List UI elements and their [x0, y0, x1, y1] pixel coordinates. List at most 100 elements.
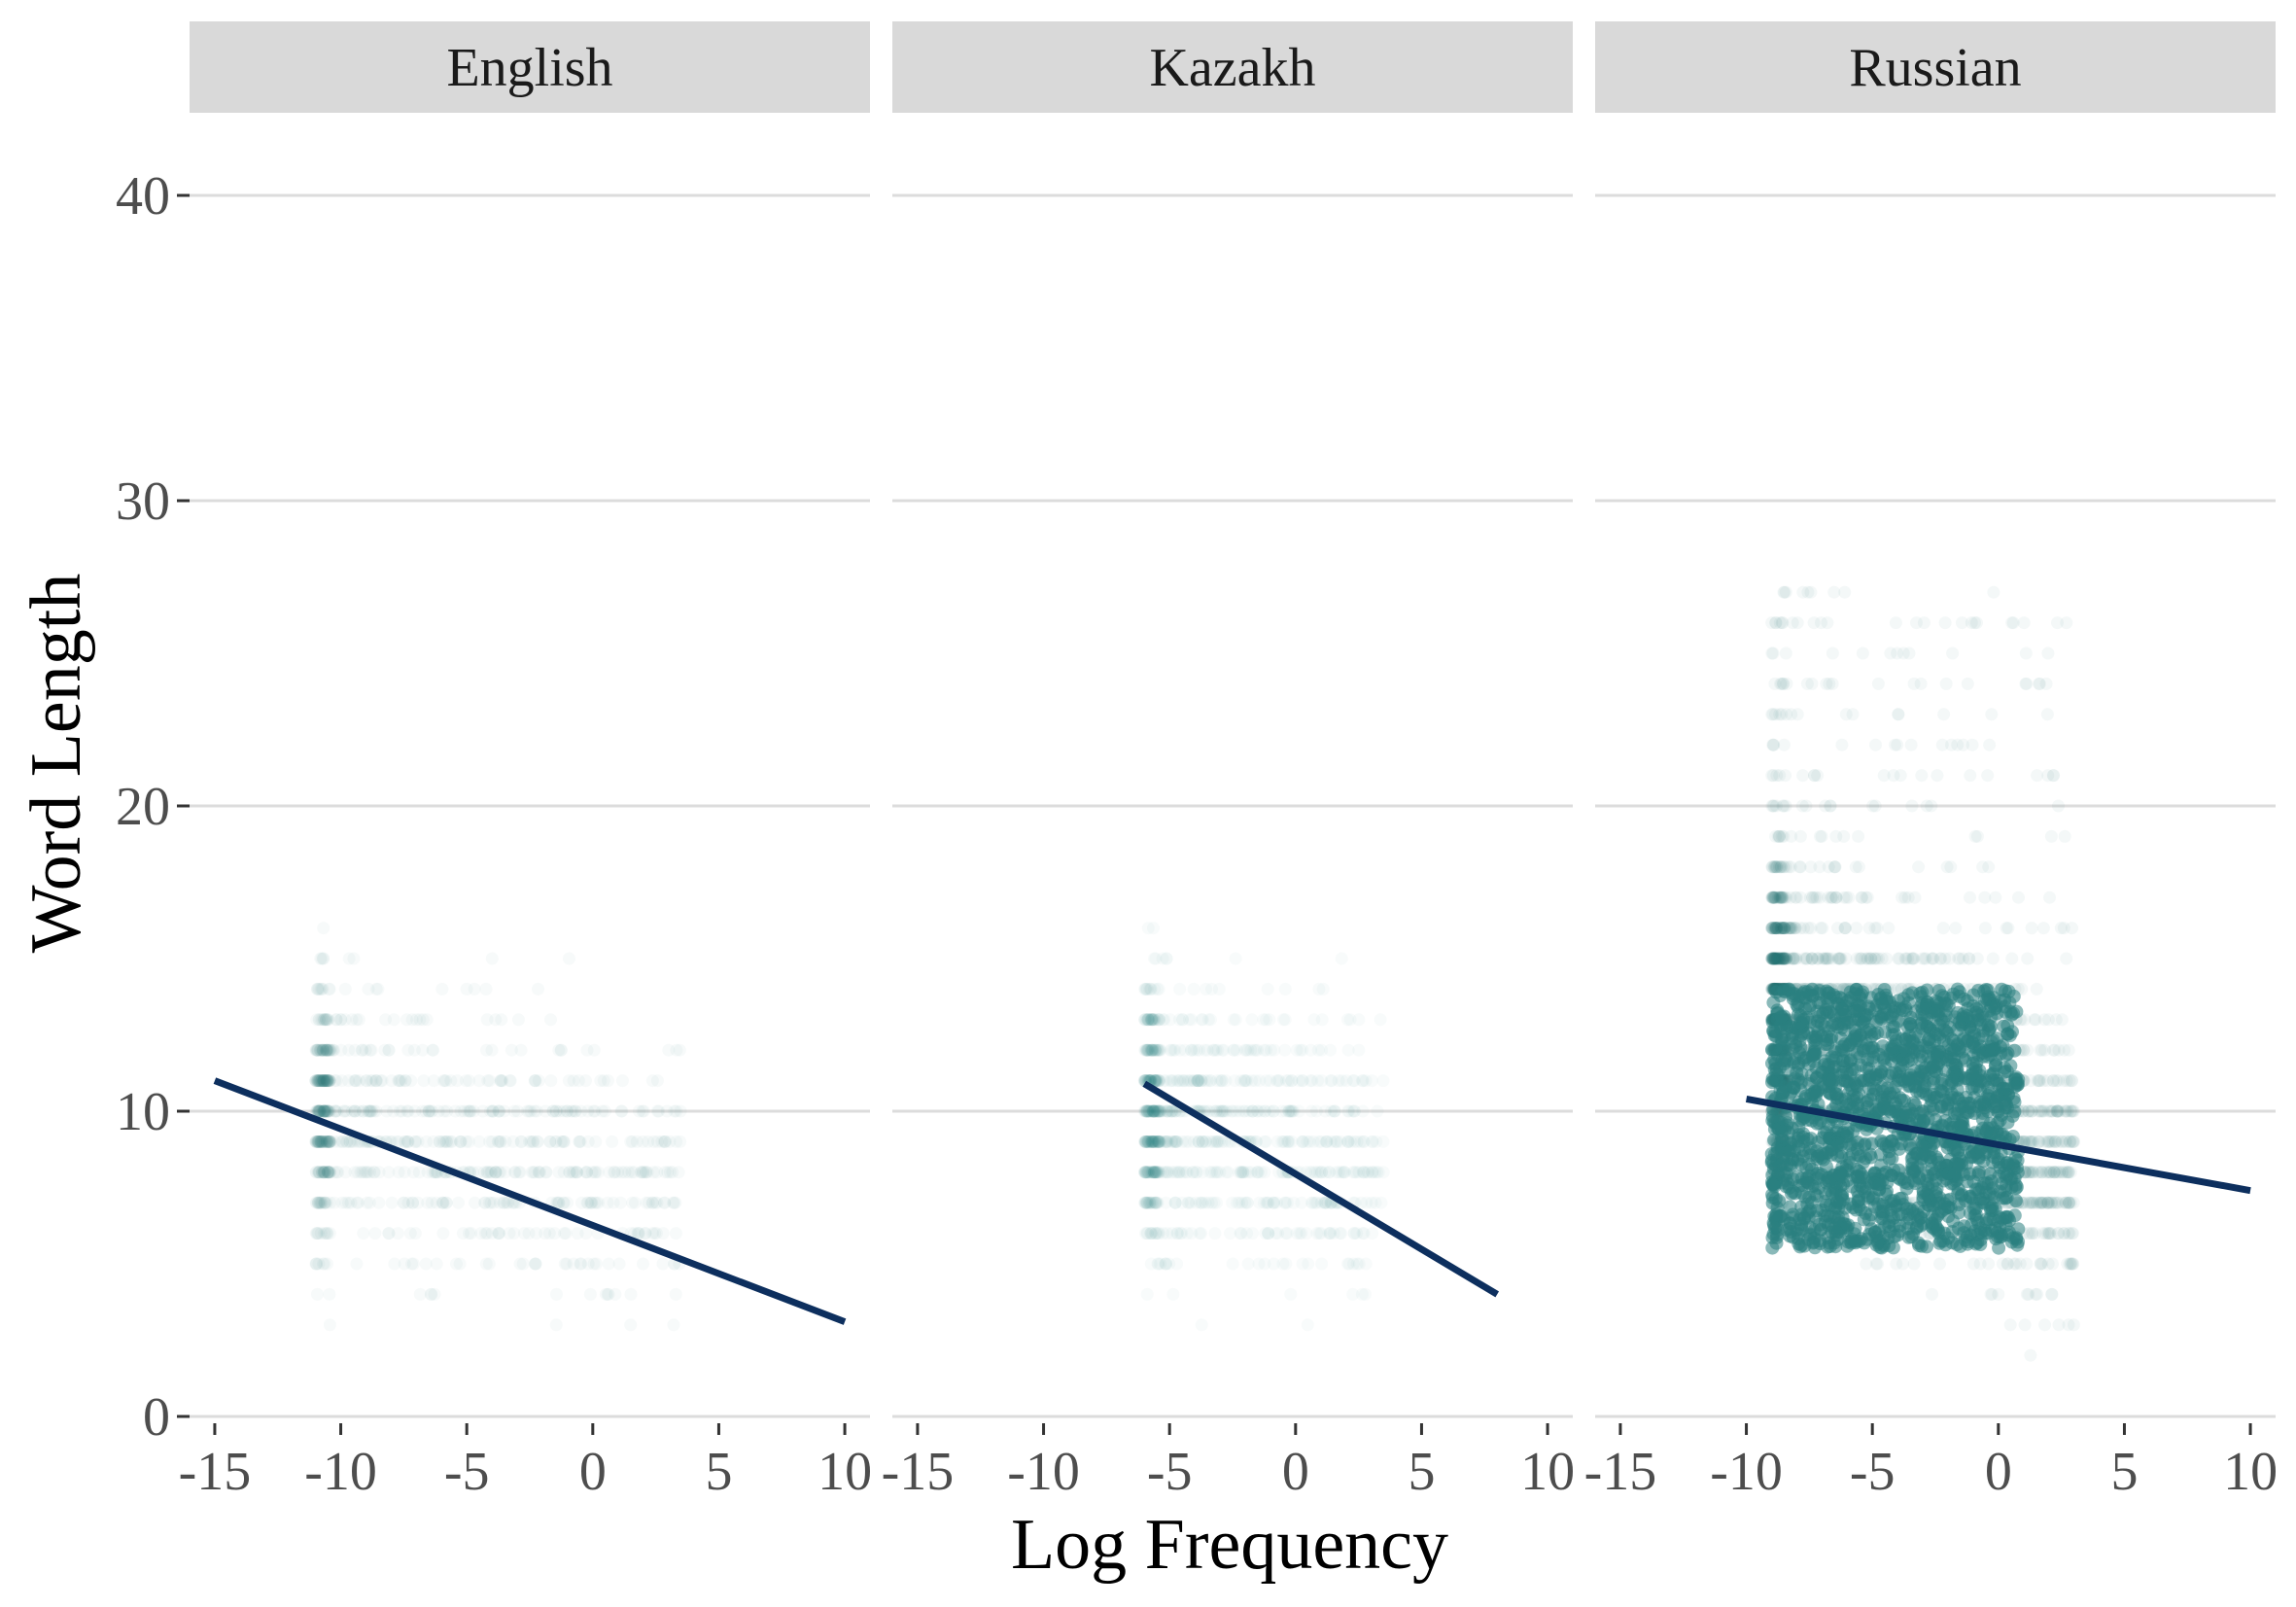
data-point [668, 1105, 680, 1118]
data-point [1777, 952, 1791, 965]
data-point [1765, 799, 1779, 813]
data-point [1986, 952, 2000, 965]
data-point [1242, 1258, 1255, 1271]
data-point [2059, 1166, 2071, 1179]
data-point [2026, 1227, 2039, 1240]
data-point [463, 1135, 475, 1148]
data-point [1774, 891, 1788, 904]
data-point [1810, 891, 1824, 904]
data-point [1259, 1166, 1271, 1178]
data-point [1965, 616, 1978, 630]
data-point [1366, 1197, 1378, 1209]
data-point [313, 983, 326, 996]
data-point [309, 1074, 322, 1087]
data-point [2041, 1257, 2055, 1271]
data-point [1766, 952, 1780, 965]
data-point [2059, 1196, 2072, 1209]
data-point [2022, 1104, 2035, 1118]
data-point [1305, 1197, 1318, 1209]
data-point [1766, 738, 1780, 751]
data-point [1931, 769, 1944, 783]
data-point [1770, 922, 1784, 935]
data-point [2059, 1196, 2072, 1209]
data-point [1898, 952, 1912, 965]
data-point [1773, 860, 1787, 874]
data-point [2042, 1227, 2056, 1240]
data-point [450, 1258, 463, 1271]
data-point [1316, 1013, 1329, 1026]
data-point [1775, 922, 1789, 935]
data-point [435, 983, 448, 996]
data-point [2035, 1196, 2048, 1209]
data-point [1248, 1044, 1261, 1057]
data-point [2046, 1104, 2060, 1118]
data-point [1773, 891, 1787, 904]
data-point [1775, 891, 1789, 904]
data-point [2020, 1135, 2034, 1148]
data-point [626, 1197, 639, 1209]
data-point [1964, 769, 1977, 783]
data-point [1792, 860, 1806, 874]
data-point [2021, 952, 2035, 965]
data-point [2045, 1287, 2059, 1301]
data-point [2067, 1196, 2080, 1209]
data-point [350, 1074, 363, 1087]
data-point [2064, 1104, 2077, 1118]
data-point [1766, 952, 1780, 965]
data-point [1779, 769, 1792, 783]
data-point [501, 1197, 513, 1209]
data-point [651, 1074, 664, 1087]
data-point [2026, 1166, 2039, 1179]
data-point [1781, 922, 1794, 935]
data-point [2032, 1166, 2045, 1179]
data-point [2033, 1074, 2045, 1088]
data-point [419, 1105, 432, 1118]
data-point [1892, 708, 1905, 721]
data-point [2040, 1227, 2054, 1240]
data-point [1785, 952, 1797, 965]
data-point [1855, 891, 1868, 904]
data-point [1803, 891, 1817, 904]
data-point [2066, 1257, 2079, 1271]
data-point [1846, 708, 1860, 721]
data-point [1884, 646, 1897, 660]
facet-strip-russian [1595, 21, 2276, 113]
data-point [1970, 829, 1984, 843]
scatter-points [309, 585, 2080, 1362]
data-point [1982, 860, 1996, 874]
data-point [2055, 1135, 2069, 1148]
data-point [2044, 1227, 2058, 1240]
data-point [1315, 1258, 1328, 1271]
data-point [1766, 952, 1780, 965]
data-point [2047, 1043, 2060, 1057]
data-point [2035, 1257, 2049, 1271]
data-point [2029, 1287, 2042, 1301]
data-point [1240, 1074, 1253, 1087]
data-point [1279, 1197, 1292, 1209]
data-point [436, 1227, 449, 1240]
data-point [1815, 829, 1828, 843]
data-point [1852, 829, 1865, 843]
data-point [2044, 1196, 2058, 1209]
data-point [1773, 952, 1787, 965]
data-point [407, 1258, 420, 1271]
data-point [2066, 1135, 2079, 1148]
data-point [674, 1044, 686, 1057]
data-point [2057, 1074, 2070, 1088]
data-point [2023, 1166, 2036, 1179]
data-point [2035, 1196, 2049, 1209]
data-point [2045, 1287, 2059, 1301]
data-point [1766, 738, 1780, 751]
data-point [1767, 891, 1781, 904]
data-point [1778, 922, 1792, 935]
data-point [2066, 1104, 2079, 1118]
data-point [1820, 952, 1833, 965]
data-point [2050, 1104, 2064, 1118]
data-point [1869, 738, 1882, 751]
data-point [602, 1288, 614, 1301]
data-point [2060, 952, 2073, 965]
data-point [1765, 952, 1779, 965]
data-point [2063, 1074, 2076, 1088]
data-point [324, 1318, 336, 1331]
